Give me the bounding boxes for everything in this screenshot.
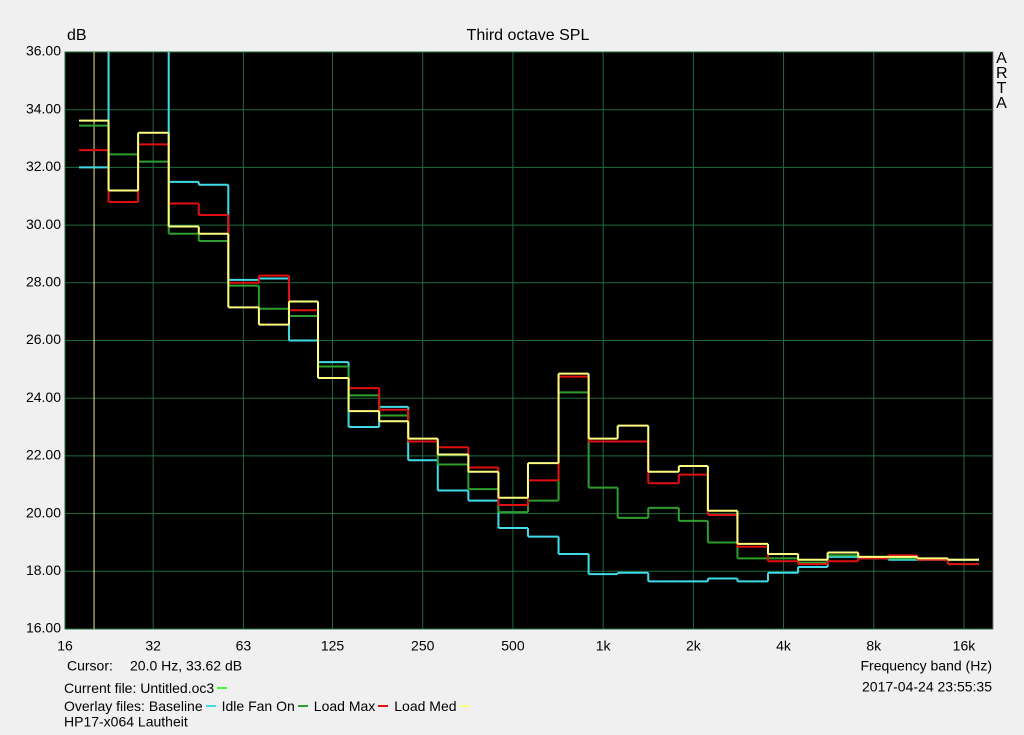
x-tick-label: 500 [501,638,525,654]
x-tick-label: 1k [596,638,612,654]
legend-swatch [205,705,216,707]
y-tick-label: 22.00 [26,447,61,463]
y-tick-label: 36.00 [26,43,61,59]
x-tick-label: 32 [145,638,161,654]
current-file-row: Current file: Untitled.oc3 [64,680,233,696]
x-tick-label: 2k [686,638,702,654]
chart-title: Third octave SPL [467,27,590,44]
x-tick-label: 63 [236,638,252,654]
watermark: ARTA [996,50,1008,112]
legend-label: Idle Fan On [221,698,295,714]
y-tick-label: 18.00 [26,562,61,578]
y-tick-label: 32.00 [26,158,61,174]
y-tick-label: 26.00 [26,331,61,347]
y-tick-label: 20.00 [26,504,61,520]
x-tick-label: 16k [953,638,977,654]
legend: Overlay files: Baseline Idle Fan On Load M… [64,698,476,714]
y-tick-label: 30.00 [26,216,61,232]
y-tick-label: 28.00 [26,274,61,290]
file-name: HP17-x064 Lautheit [64,714,188,730]
timestamp: 2017-04-24 23:55:35 [862,679,992,695]
y-tick-label: 16.00 [26,620,61,636]
x-tick-label: 250 [411,638,435,654]
legend-swatch [378,705,389,707]
step-riser [107,120,949,560]
cursor-readout: 20.0 Hz, 33.62 dB [130,658,242,674]
legend-swatch [459,705,470,707]
current-file: Current file: Untitled.oc3 [64,680,215,696]
legend-label: Load Med [394,698,457,714]
y-axis-label: dB [67,27,87,44]
legend-label: Baseline [148,698,203,714]
x-tick-label: 4k [776,638,792,654]
x-tick-label: 16 [57,638,73,654]
x-tick-label: 125 [321,638,345,654]
x-axis-label: Frequency band (Hz) [860,658,992,674]
y-tick-label: 34.00 [26,100,61,116]
legend-label: Load Max [313,698,376,714]
overlay-label: Overlay files: [64,698,145,714]
x-tick-label: 8k [866,638,882,654]
y-tick-label: 24.00 [26,389,61,405]
cursor-label: Cursor: [67,658,113,674]
current-file-swatch [217,687,228,689]
legend-swatch [297,705,308,707]
